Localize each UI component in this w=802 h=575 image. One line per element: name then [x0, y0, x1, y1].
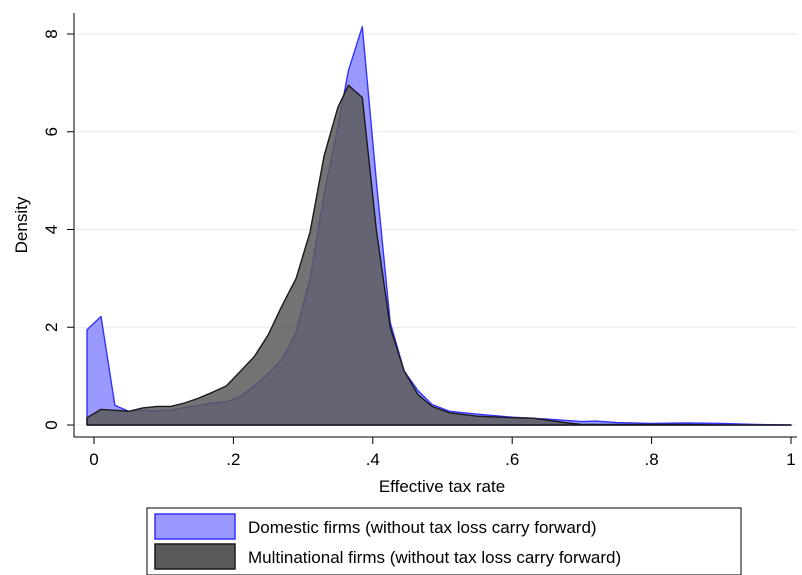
- y-tick-label-2: 4: [42, 225, 61, 234]
- x-tick-label-4: .8: [645, 450, 659, 469]
- y-tick-label-0: 0: [42, 420, 61, 429]
- legend-box: [146, 507, 742, 575]
- legend-swatch-multinational: [154, 543, 236, 570]
- legend-swatch-domestic: [154, 513, 236, 540]
- x-ticks: 0 .2 .4 .6 .8 1: [89, 437, 796, 469]
- x-tick-label-2: .4: [366, 450, 380, 469]
- y-tick-label-4: 8: [42, 29, 61, 38]
- axes: [73, 13, 797, 438]
- gridlines: [75, 33, 797, 426]
- legend-label-domestic: Domestic firms (without tax loss carry f…: [248, 518, 597, 537]
- area-series-1: [86, 84, 792, 426]
- x-tick-label-1: .2: [226, 450, 240, 469]
- y-ticks: 0 2 4 6 8: [42, 29, 74, 430]
- y-axis-title: Density: [12, 196, 31, 253]
- y-tick-label-3: 6: [42, 127, 61, 136]
- x-axis-title: Effective tax rate: [379, 477, 505, 496]
- density-areas: [86, 26, 792, 426]
- x-tick-label-3: .6: [505, 450, 519, 469]
- y-tick-label-1: 2: [42, 323, 61, 332]
- area-series-0: [86, 26, 792, 426]
- legend: Domestic firms (without tax loss carry f…: [146, 507, 742, 575]
- x-tick-label-0: 0: [89, 450, 98, 469]
- x-tick-label-5: 1: [786, 450, 795, 469]
- legend-label-multinational: Multinational firms (without tax loss ca…: [248, 548, 621, 567]
